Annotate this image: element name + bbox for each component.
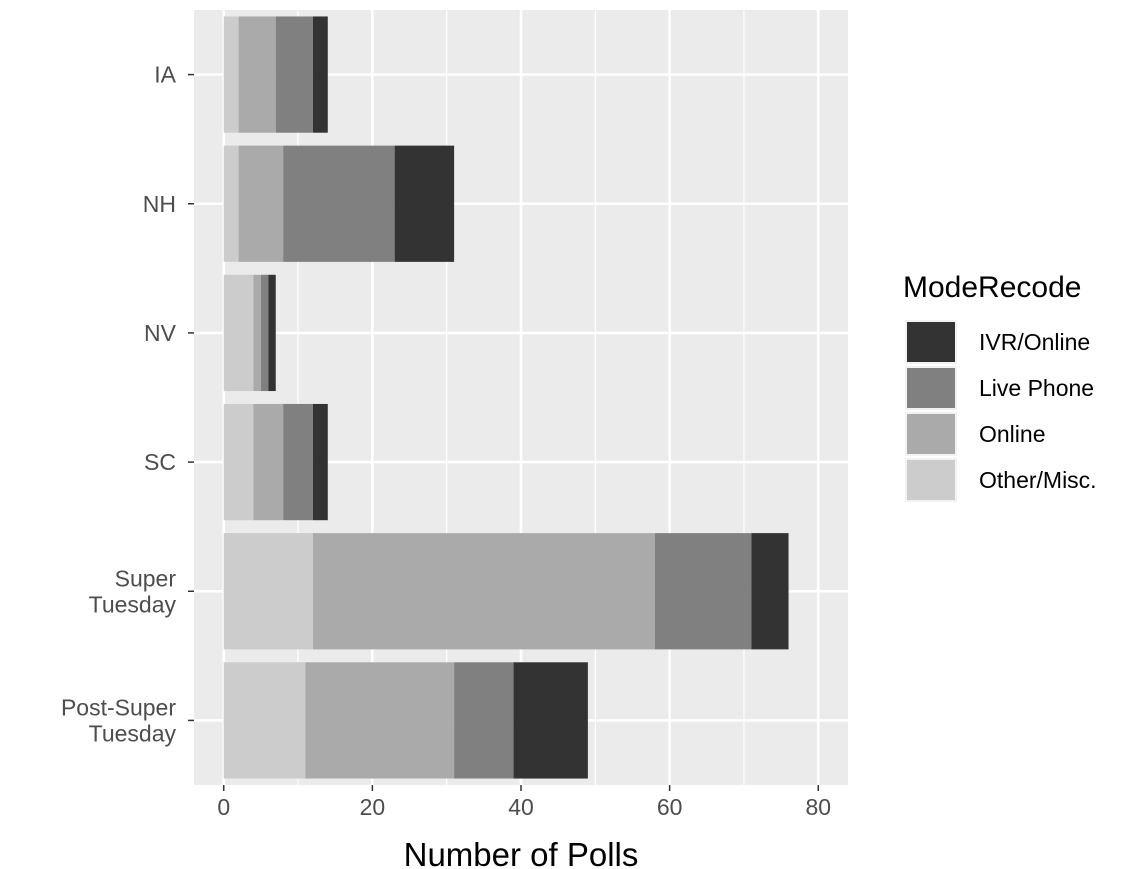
y-tick-label: Post-Super [61, 694, 176, 720]
x-axis-title: Number of Polls [404, 836, 639, 869]
bar-nv-live-phone [260, 274, 269, 392]
legend-key-ivr-online [907, 322, 955, 362]
bar-nh-live-phone [283, 145, 395, 262]
legend-label-ivr-online: IVR/Online [979, 329, 1090, 355]
bar-super-tuesday-online [312, 533, 655, 650]
bar-ia-online [238, 16, 276, 133]
legend-title: ModeRecode [903, 271, 1081, 304]
bar-post-super-tuesday-ivr-online [513, 662, 588, 779]
legend-label-live-phone: Live Phone [979, 375, 1094, 401]
legend-key-online [907, 414, 955, 454]
y-tick-label: Super [115, 565, 177, 591]
x-tick-label: 60 [657, 794, 683, 820]
x-tick-label: 20 [360, 794, 386, 820]
legend-key-other-misc [907, 460, 955, 500]
y-tick-label: Tuesday [89, 591, 177, 617]
bar-sc-live-phone [283, 403, 313, 521]
bar-super-tuesday-ivr-online [751, 533, 789, 650]
legend: ModeRecode IVR/Online Live Phone Online Oth… [903, 271, 1097, 502]
bar-nv-ivr-online [268, 274, 276, 392]
y-tick-label: IA [154, 62, 176, 88]
bar-sc-ivr-online [312, 403, 328, 521]
legend-label-other-misc: Other/Misc. [979, 467, 1097, 493]
bar-sc-other-misc [223, 403, 254, 521]
bar-nh-other-misc [223, 145, 239, 262]
bar-ia-ivr-online [312, 16, 328, 133]
bar-ia-live-phone [275, 16, 313, 133]
y-tick-label: SC [144, 449, 176, 475]
y-tick-label: NV [144, 320, 177, 346]
bars [223, 16, 789, 779]
bar-nh-online [238, 145, 284, 262]
bar-super-tuesday-live-phone [654, 533, 752, 650]
bar-ia-other-misc [223, 16, 239, 133]
y-tick-label: NH [143, 191, 176, 217]
x-tick-label: 40 [508, 794, 534, 820]
bar-nv-other-misc [223, 274, 254, 392]
x-tick-label: 0 [217, 794, 230, 820]
y-tick-label: Tuesday [89, 720, 177, 746]
bar-post-super-tuesday-other-misc [223, 662, 306, 779]
legend-label-online: Online [979, 421, 1045, 447]
bar-nv-online [253, 274, 261, 392]
bar-nh-ivr-online [394, 145, 455, 262]
bar-sc-online [253, 403, 284, 521]
bar-post-super-tuesday-live-phone [454, 662, 514, 779]
x-tick-label: 80 [805, 794, 831, 820]
bar-super-tuesday-other-misc [223, 533, 313, 650]
x-axis: 0 20 40 60 80 [217, 785, 831, 820]
bar-post-super-tuesday-online [305, 662, 455, 779]
legend-key-live-phone [907, 368, 955, 408]
